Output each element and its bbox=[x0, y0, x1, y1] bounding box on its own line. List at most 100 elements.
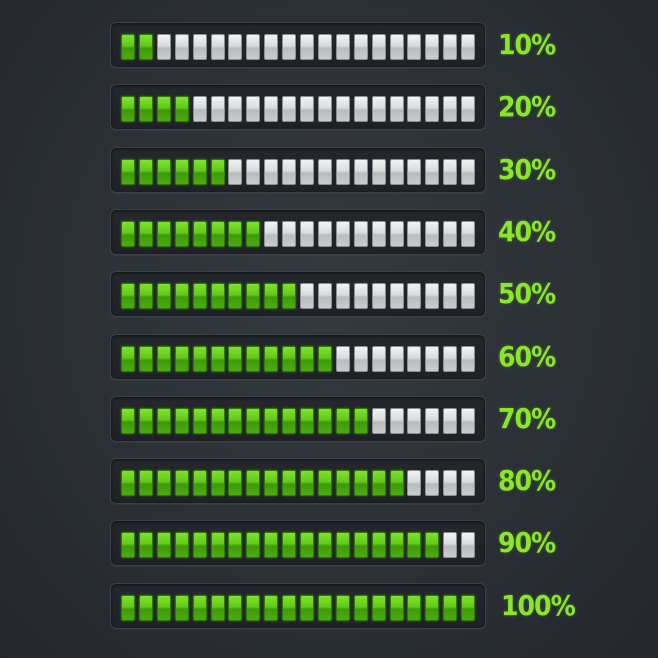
segment-filled bbox=[175, 595, 189, 621]
progress-bar-50: 50% bbox=[110, 271, 655, 317]
segment-filled bbox=[282, 283, 296, 309]
segment-filled bbox=[300, 346, 314, 372]
segment-filled bbox=[228, 532, 242, 558]
segment-empty bbox=[300, 159, 314, 185]
progress-track bbox=[110, 583, 486, 629]
segment-empty bbox=[461, 283, 475, 309]
segment-filled bbox=[318, 408, 332, 434]
segment-filled bbox=[336, 408, 350, 434]
percent-label: 40% bbox=[498, 215, 556, 248]
segment-filled bbox=[139, 221, 153, 247]
segment-empty bbox=[443, 408, 457, 434]
segment-empty bbox=[372, 283, 386, 309]
segment-empty bbox=[461, 346, 475, 372]
segment-empty bbox=[193, 34, 207, 60]
segment-empty bbox=[211, 96, 225, 122]
segment-empty bbox=[300, 34, 314, 60]
segment-filled bbox=[264, 346, 278, 372]
segment-filled bbox=[193, 346, 207, 372]
segment-filled bbox=[121, 283, 135, 309]
progress-track bbox=[110, 396, 486, 442]
segment-empty bbox=[443, 532, 457, 558]
segment-filled bbox=[264, 595, 278, 621]
segment-filled bbox=[300, 470, 314, 496]
segment-filled bbox=[121, 96, 135, 122]
segment-empty bbox=[336, 159, 350, 185]
segment-filled bbox=[121, 346, 135, 372]
segment-empty bbox=[372, 221, 386, 247]
segment-filled bbox=[211, 159, 225, 185]
segment-filled bbox=[390, 595, 404, 621]
segment-filled bbox=[264, 470, 278, 496]
segment-empty bbox=[407, 408, 421, 434]
segment-filled bbox=[139, 96, 153, 122]
segment-filled bbox=[390, 532, 404, 558]
segment-empty bbox=[246, 34, 260, 60]
segment-filled bbox=[121, 159, 135, 185]
segment-empty bbox=[228, 159, 242, 185]
segment-empty bbox=[461, 532, 475, 558]
segment-empty bbox=[354, 346, 368, 372]
segment-filled bbox=[157, 532, 171, 558]
percent-label: 100% bbox=[501, 589, 576, 622]
segment-empty bbox=[461, 96, 475, 122]
segment-group bbox=[121, 470, 477, 496]
progress-bar-60: 60% bbox=[110, 334, 655, 380]
segment-empty bbox=[211, 34, 225, 60]
segment-empty bbox=[443, 96, 457, 122]
segment-empty bbox=[354, 34, 368, 60]
segment-filled bbox=[157, 221, 171, 247]
segment-group bbox=[121, 283, 477, 309]
segment-empty bbox=[354, 283, 368, 309]
segment-filled bbox=[175, 283, 189, 309]
segment-filled bbox=[300, 408, 314, 434]
segment-empty bbox=[246, 96, 260, 122]
segment-empty bbox=[264, 34, 278, 60]
percent-label: 80% bbox=[498, 464, 556, 497]
segment-empty bbox=[443, 283, 457, 309]
segment-empty bbox=[390, 96, 404, 122]
segment-filled bbox=[211, 346, 225, 372]
segment-filled bbox=[139, 470, 153, 496]
segment-empty bbox=[425, 96, 439, 122]
segment-group bbox=[121, 346, 477, 372]
segment-group bbox=[121, 595, 477, 621]
segment-filled bbox=[139, 159, 153, 185]
segment-empty bbox=[300, 96, 314, 122]
segment-filled bbox=[246, 346, 260, 372]
segment-empty bbox=[336, 34, 350, 60]
segment-empty bbox=[390, 221, 404, 247]
progress-bar-90: 90% bbox=[110, 520, 655, 566]
segment-filled bbox=[318, 470, 332, 496]
segment-filled bbox=[211, 470, 225, 496]
segment-filled bbox=[157, 159, 171, 185]
progress-track bbox=[110, 458, 486, 504]
segment-empty bbox=[282, 221, 296, 247]
segment-empty bbox=[354, 221, 368, 247]
segment-filled bbox=[228, 221, 242, 247]
segment-empty bbox=[264, 96, 278, 122]
segment-filled bbox=[228, 470, 242, 496]
segment-filled bbox=[193, 595, 207, 621]
segment-empty bbox=[372, 408, 386, 434]
segment-filled bbox=[443, 595, 457, 621]
segment-filled bbox=[318, 595, 332, 621]
percent-label: 30% bbox=[498, 153, 556, 186]
segment-filled bbox=[175, 532, 189, 558]
segment-filled bbox=[300, 532, 314, 558]
segment-filled bbox=[121, 595, 135, 621]
segment-filled bbox=[336, 532, 350, 558]
segment-empty bbox=[336, 96, 350, 122]
segment-filled bbox=[264, 408, 278, 434]
segment-empty bbox=[425, 408, 439, 434]
segment-empty bbox=[354, 159, 368, 185]
segment-filled bbox=[246, 470, 260, 496]
segment-filled bbox=[407, 595, 421, 621]
segment-empty bbox=[425, 283, 439, 309]
segment-empty bbox=[425, 159, 439, 185]
segment-filled bbox=[211, 532, 225, 558]
segment-filled bbox=[461, 595, 475, 621]
segment-group bbox=[121, 408, 477, 434]
progress-bar-30: 30% bbox=[110, 147, 655, 193]
segment-empty bbox=[318, 159, 332, 185]
